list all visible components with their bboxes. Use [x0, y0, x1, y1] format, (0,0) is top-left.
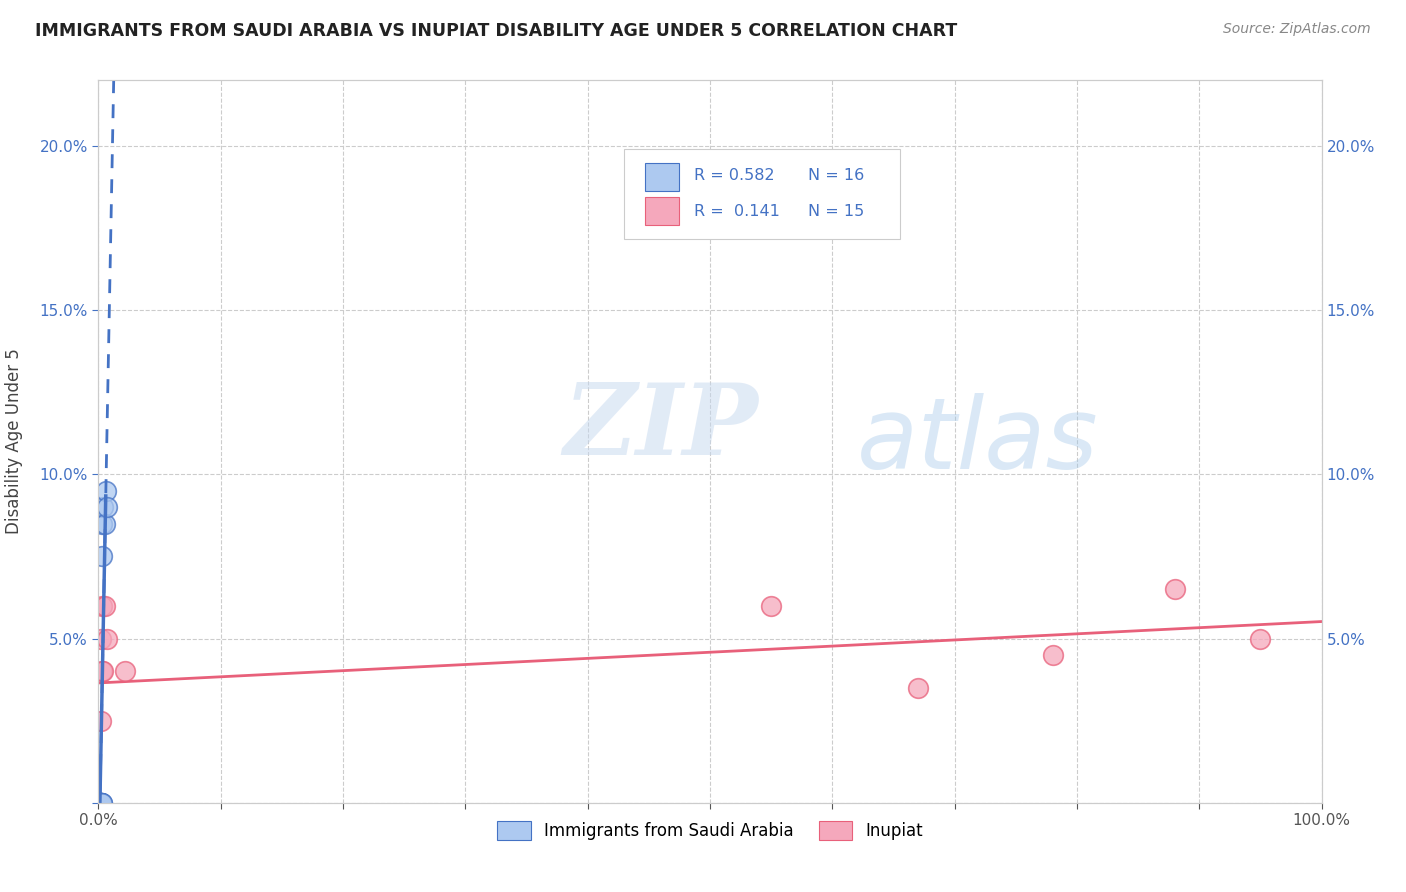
Point [90, 796, 112, 810]
Point [91, 796, 114, 810]
FancyBboxPatch shape [624, 149, 900, 239]
Point [91, 516, 114, 531]
Point [89, 796, 111, 810]
Point [93, 599, 115, 613]
Point [96, 500, 118, 515]
Text: Source: ZipAtlas.com: Source: ZipAtlas.com [1223, 22, 1371, 37]
Text: R =  0.141: R = 0.141 [695, 203, 780, 219]
Point [89, 796, 111, 810]
Point [89, 796, 111, 810]
Point [1042, 648, 1064, 662]
Point [93, 516, 115, 531]
Point [91, 599, 114, 613]
Text: ZIP: ZIP [564, 379, 758, 475]
Point [1164, 582, 1187, 597]
Text: IMMIGRANTS FROM SAUDI ARABIA VS INUPIAT DISABILITY AGE UNDER 5 CORRELATION CHART: IMMIGRANTS FROM SAUDI ARABIA VS INUPIAT … [35, 22, 957, 40]
Point [91, 549, 114, 564]
Point [89, 796, 111, 810]
Point [89, 796, 111, 810]
Point [91, 796, 114, 810]
FancyBboxPatch shape [645, 163, 679, 191]
Point [90, 796, 112, 810]
Legend: Immigrants from Saudi Arabia, Inupiat: Immigrants from Saudi Arabia, Inupiat [491, 814, 929, 847]
Point [114, 665, 136, 679]
Point [96, 632, 118, 646]
FancyBboxPatch shape [645, 197, 679, 225]
Point [90, 632, 112, 646]
Point [91, 665, 114, 679]
Point [1249, 632, 1271, 646]
Point [761, 599, 783, 613]
Point [907, 681, 929, 695]
Text: N = 16: N = 16 [808, 169, 865, 183]
Y-axis label: Disability Age Under 5: Disability Age Under 5 [6, 349, 22, 534]
Point [90, 796, 112, 810]
Point [90, 714, 112, 728]
Text: atlas: atlas [856, 393, 1098, 490]
Point [91, 500, 114, 515]
Text: R = 0.582: R = 0.582 [695, 169, 775, 183]
Point [94, 483, 117, 498]
Text: N = 15: N = 15 [808, 203, 865, 219]
Point [89, 796, 111, 810]
Point [91, 665, 114, 679]
Point [90, 796, 112, 810]
